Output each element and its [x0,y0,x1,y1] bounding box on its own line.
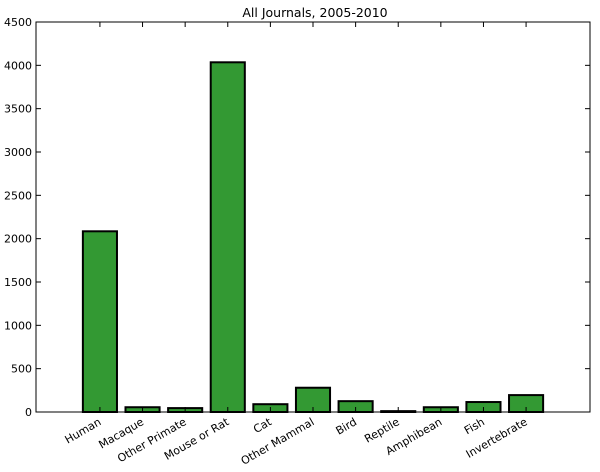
y-tick-label: 3000 [4,146,32,159]
x-tick-label: Bird [334,415,359,437]
y-tick-label: 500 [11,363,32,376]
y-tick-label: 2500 [4,189,32,202]
y-tick-label: 2000 [4,233,32,246]
x-tick-label: Fish [462,415,487,437]
bar-mouse-or-rat [209,61,246,414]
y-tick-label: 4000 [4,59,32,72]
plot-frame [35,21,591,413]
y-axis: 0 500 1000 1500 2000 2500 3000 3500 4000 4500 [4,16,590,419]
y-tick-label: 1500 [4,276,32,289]
chart-title: All Journals, 2005-2010 [242,5,387,20]
bar-human [81,230,118,413]
x-tick-label: Other Mammal [239,415,317,467]
y-tick-label: 0 [25,406,32,419]
y-tick-label: 3500 [4,103,32,116]
y-tick-label: 4500 [4,16,32,29]
y-tick-label: 1000 [4,319,32,332]
bars-layer [81,61,545,414]
x-tick-label: Cat [251,415,274,436]
